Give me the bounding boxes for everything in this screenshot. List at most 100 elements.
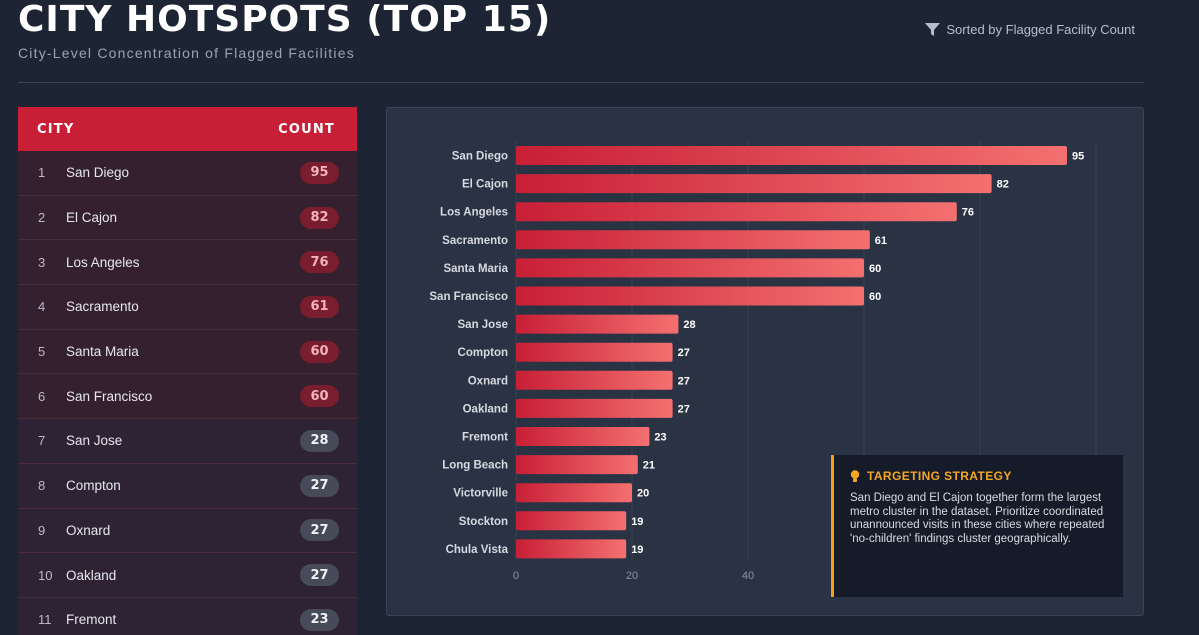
city-table: CITY COUNT 1 San Diego 95 2 El Cajon 82 3 Los A… (18, 107, 357, 635)
callout-title: TARGETING STRATEGY (867, 469, 1012, 483)
count-badge: 27 (300, 474, 339, 497)
strategy-callout: TARGETING STRATEGY San Diego and El Cajo… (831, 455, 1123, 597)
y-tick-label: Chula Vista (446, 544, 509, 556)
bar[interactable] (516, 455, 638, 475)
bar[interactable] (516, 398, 673, 418)
row-rank: 5 (38, 344, 46, 360)
table-row[interactable]: 2 El Cajon 82 (18, 195, 357, 241)
bar[interactable] (516, 427, 650, 446)
row-city: San Francisco (66, 388, 153, 404)
table-body: 1 San Diego 95 2 El Cajon 82 3 Los Angeles 76 4 Sa… (18, 151, 357, 635)
sort-indicator[interactable]: Sorted by Flagged Facility Count (925, 22, 1135, 37)
sort-label: Sorted by Flagged Facility Count (946, 22, 1135, 37)
y-tick-label: El Cajon (462, 179, 508, 191)
x-tick-label: 20 (626, 570, 638, 582)
data-label: 76 (962, 207, 974, 219)
y-tick-label: Fremont (462, 432, 508, 444)
count-badge: 95 (300, 161, 339, 184)
column-header-count[interactable]: COUNT (278, 121, 335, 137)
table-row[interactable]: 9 Oxnard 27 (18, 508, 357, 554)
row-city: Sacramento (66, 299, 139, 315)
table-row[interactable]: 5 Santa Maria 60 (18, 329, 357, 375)
table-row[interactable]: 6 San Francisco 60 (18, 374, 357, 420)
count-badge: 28 (300, 429, 339, 452)
row-rank: 10 (38, 567, 53, 583)
table-row[interactable]: 7 San Jose 28 (18, 419, 357, 464)
lightbulb-icon (850, 469, 860, 482)
bar[interactable] (516, 314, 679, 334)
bar[interactable] (516, 539, 627, 559)
count-badge: 27 (300, 564, 339, 587)
y-tick-label: Stockton (459, 516, 508, 528)
row-rank: 8 (38, 478, 46, 494)
row-rank: 9 (38, 522, 46, 538)
count-badge: 60 (300, 340, 339, 363)
data-label: 21 (643, 460, 655, 472)
bar[interactable] (516, 370, 673, 390)
table-row[interactable]: 3 Los Angeles 76 (18, 240, 357, 286)
data-label: 95 (1072, 151, 1084, 163)
y-tick-label: Los Angeles (440, 207, 508, 219)
bar[interactable] (516, 258, 864, 278)
bar[interactable] (516, 146, 1067, 165)
row-city: San Jose (66, 433, 123, 449)
data-label: 60 (869, 291, 881, 303)
callout-header: TARGETING STRATEGY (850, 469, 1111, 483)
x-tick-label: 40 (742, 570, 754, 582)
x-tick-label: 0 (513, 570, 519, 582)
filter-icon (925, 22, 941, 36)
row-rank: 2 (38, 210, 46, 226)
count-badge: 23 (300, 608, 339, 631)
count-badge: 76 (300, 251, 339, 274)
data-label: 28 (683, 319, 695, 331)
table-row[interactable]: 4 Sacramento 61 (18, 285, 357, 330)
y-tick-label: Sacramento (442, 235, 508, 247)
data-label: 61 (875, 235, 887, 247)
table-row[interactable]: 1 San Diego 95 (18, 151, 357, 196)
bar[interactable] (516, 230, 870, 250)
row-rank: 6 (38, 388, 46, 404)
table-row[interactable]: 8 Compton 27 (18, 463, 357, 509)
y-tick-label: Oakland (463, 403, 508, 415)
data-label: 27 (678, 375, 690, 387)
data-label: 27 (678, 347, 690, 359)
bar[interactable] (516, 342, 673, 362)
y-tick-label: San Diego (452, 151, 508, 163)
row-city: Los Angeles (66, 254, 140, 270)
y-tick-label: Long Beach (442, 460, 508, 472)
header-divider (18, 82, 1144, 83)
bar[interactable] (516, 483, 632, 503)
data-label: 19 (631, 544, 643, 556)
y-tick-label: Compton (458, 347, 508, 359)
bar[interactable] (516, 202, 957, 222)
count-badge: 60 (300, 385, 339, 408)
row-city: San Diego (66, 165, 130, 181)
row-rank: 4 (38, 299, 46, 315)
count-badge: 82 (300, 206, 339, 229)
bar[interactable] (516, 174, 992, 194)
data-label: 19 (631, 516, 643, 528)
table-header: CITY COUNT (18, 107, 357, 151)
page-title: CITY HOTSPOTS (TOP 15) (18, 0, 552, 40)
count-badge: 61 (300, 295, 339, 318)
data-label: 23 (654, 432, 666, 444)
y-tick-label: Victorville (453, 488, 508, 500)
bar[interactable] (516, 511, 627, 531)
bar[interactable] (516, 286, 864, 306)
callout-body: San Diego and El Cajon together form the… (850, 492, 1105, 545)
column-header-city[interactable]: CITY (37, 121, 75, 137)
table-row[interactable]: 11 Fremont 23 (18, 597, 357, 635)
y-tick-label: San Jose (458, 319, 509, 331)
row-rank: 1 (38, 165, 46, 181)
table-row[interactable]: 10 Oakland 27 (18, 553, 357, 598)
page-subtitle: City-Level Concentration of Flagged Faci… (18, 45, 355, 61)
row-city: El Cajon (66, 210, 118, 226)
row-rank: 3 (38, 254, 46, 270)
data-label: 20 (637, 488, 649, 500)
y-tick-label: Santa Maria (443, 263, 508, 275)
count-badge: 27 (300, 519, 339, 542)
data-label: 27 (678, 403, 690, 415)
row-city: Compton (66, 478, 121, 494)
